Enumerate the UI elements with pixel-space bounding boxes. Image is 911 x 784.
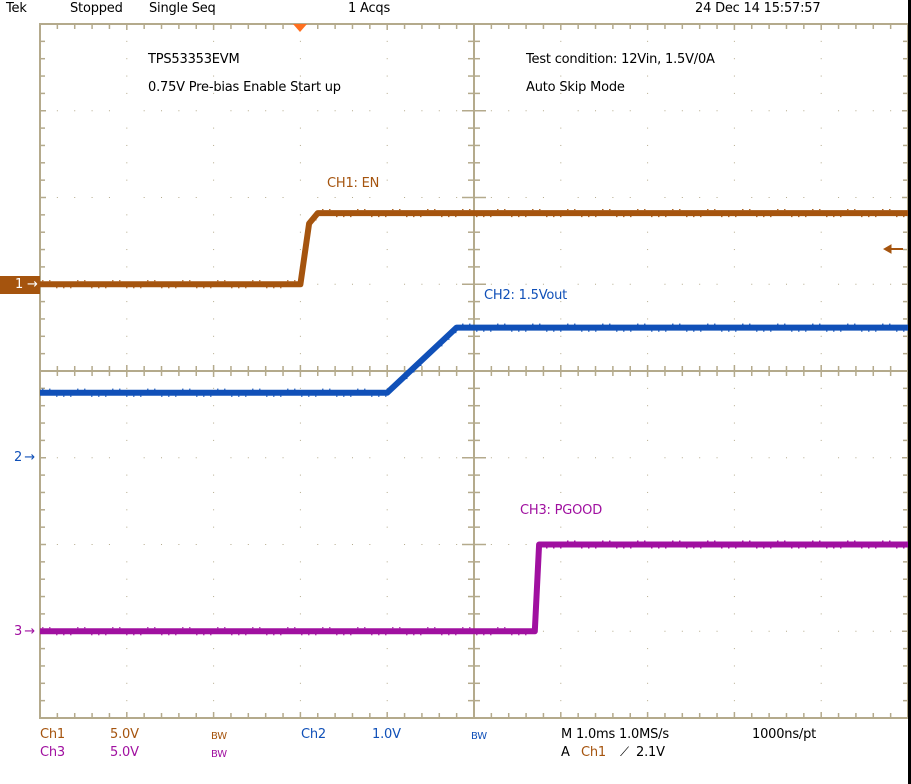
ch2-bandwidth-limit: BW: [471, 731, 487, 742]
ch1-trace-label: CH1: EN: [327, 176, 380, 191]
ch3-ground-marker[interactable]: 3 →: [14, 624, 35, 640]
ch3-scale: 5.0V: [110, 745, 139, 760]
ch1-ground-marker[interactable]: 1 →: [0, 276, 40, 294]
trigger-prefix: A: [561, 745, 570, 760]
ch1-marker-label: 1: [15, 277, 24, 292]
timebase-readout: M 1.0ms 1.0MS/s: [561, 727, 669, 742]
ch2-marker-label: 2: [14, 450, 23, 465]
ch2-trace-label: CH2: 1.5Vout: [484, 288, 568, 303]
ch1-bandwidth-limit: BW: [211, 731, 227, 742]
ch3-name: Ch3: [40, 745, 65, 760]
trigger-position-icon: [293, 24, 307, 32]
ch3-marker-label: 3: [14, 624, 23, 639]
acquisition-mode: Single Seq: [149, 1, 216, 16]
record-resolution: 1000ns/pt: [752, 727, 817, 742]
right-edge-border: [908, 0, 911, 784]
ch2-ground-marker[interactable]: 2 →: [14, 450, 35, 466]
mode-annotation: Auto Skip Mode: [526, 80, 625, 95]
board-annotation: TPS53353EVM: [148, 52, 240, 67]
trigger-level: 2.1V: [636, 745, 665, 760]
ch2-name: Ch2: [301, 727, 326, 742]
datetime: 24 Dec 14 15:57:57: [695, 1, 821, 16]
arrow-right-icon: →: [24, 624, 36, 639]
test-condition-annotation: Test condition: 12Vin, 1.5V/0A: [526, 52, 715, 67]
arrow-right-icon: →: [27, 277, 38, 292]
ch1-name: Ch1: [40, 727, 65, 742]
arrow-right-icon: →: [24, 450, 36, 465]
ch2-scale: 1.0V: [372, 727, 401, 742]
acquisition-status: Stopped: [70, 1, 123, 16]
ch3-bandwidth-limit: BW: [211, 749, 227, 760]
ch1-scale: 5.0V: [110, 727, 139, 742]
brand-label: Tek: [6, 1, 27, 16]
trigger-level-icon: [882, 244, 903, 254]
trigger-source: Ch1: [581, 745, 606, 760]
test-title-annotation: 0.75V Pre-bias Enable Start up: [148, 80, 341, 95]
trigger-slope-icon: ⟋: [620, 745, 629, 760]
ch3-trace-label: CH3: PGOOD: [520, 503, 603, 518]
acquisition-count: 1 Acqs: [348, 1, 391, 16]
